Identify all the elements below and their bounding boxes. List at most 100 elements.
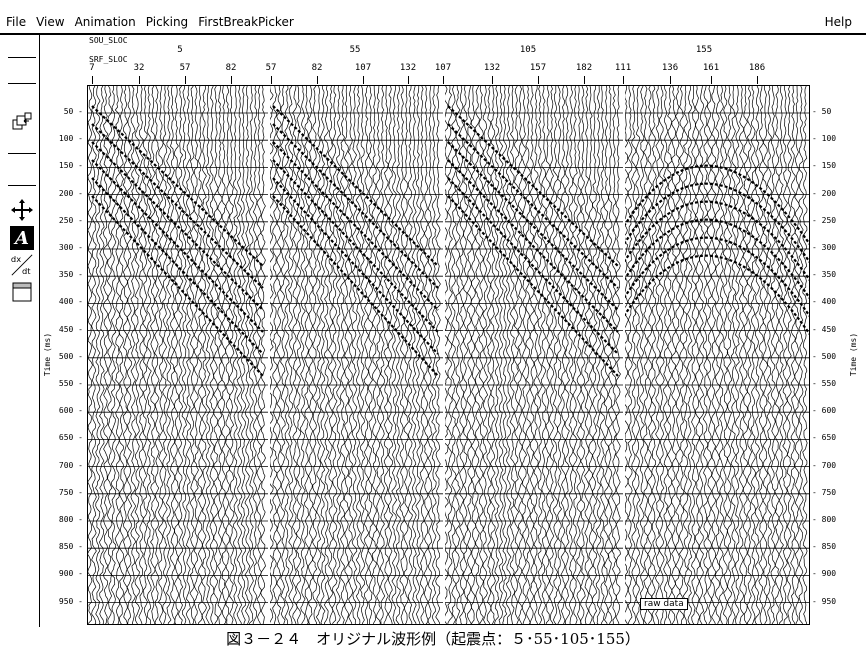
time-tick-right: - 850: [812, 542, 837, 552]
srf-tick-label: 182: [575, 63, 593, 73]
wiggle-traces: [88, 86, 809, 624]
time-tick-right: - 650: [812, 433, 837, 443]
copy-window-icon[interactable]: [10, 111, 34, 135]
time-tick-left: 650 -: [58, 433, 83, 443]
srf-tick-mark: [231, 76, 232, 84]
srf-tick-mark: [711, 76, 712, 84]
menu-picking[interactable]: Picking: [145, 15, 189, 29]
srf-tick-label: 32: [133, 63, 145, 73]
time-tick-right: - 300: [812, 243, 837, 252]
srf-tick-mark: [443, 76, 444, 84]
time-tick-left: 150 -: [58, 161, 83, 171]
annotate-a-icon[interactable]: A: [10, 226, 34, 250]
figure-caption: 図３－２４ オリジナル波形例（起震点：５･55･105･155）: [226, 630, 640, 648]
raw-data-label: raw data: [640, 598, 688, 610]
time-tick-right: - 400: [812, 297, 837, 307]
time-tick-left: 850 -: [58, 542, 83, 552]
srf-tick-mark: [492, 76, 493, 84]
srf-tick-mark: [92, 76, 93, 84]
menu-animation[interactable]: Animation: [74, 15, 136, 29]
srf-tick-mark: [538, 76, 539, 84]
srf-tick-label: 132: [399, 63, 417, 73]
time-tick-right: - 900: [812, 569, 837, 579]
separator: [8, 57, 36, 58]
svg-text:dx: dx: [11, 254, 21, 264]
menu-help[interactable]: Help: [824, 15, 852, 29]
svg-text:dt: dt: [22, 266, 31, 276]
time-tick-left: 400 -: [58, 297, 83, 307]
srf-sloc-label: SRF_SLOC: [89, 55, 128, 64]
srf-tick-label: 57: [265, 63, 277, 73]
srf-tick-label: 136: [661, 63, 679, 73]
srf-tick-label: 82: [311, 63, 323, 73]
srf-tick-mark: [584, 76, 585, 84]
sou-tick-label: 155: [695, 45, 713, 55]
sou-tick-label: 55: [349, 45, 361, 55]
time-tick-right: - 700: [812, 460, 837, 470]
dx-dt-icon[interactable]: dx dt: [10, 253, 34, 277]
time-tick-right: - 500: [812, 351, 837, 361]
time-tick-left: 950 -: [58, 596, 83, 606]
time-tick-left: 200 -: [58, 188, 83, 198]
srf-tick-mark: [185, 76, 186, 84]
time-tick-right: - 550: [812, 379, 837, 388]
srf-tick-label: 132: [483, 63, 501, 73]
time-tick-left: 700 -: [58, 460, 83, 470]
separator: [8, 83, 36, 84]
time-tick-right: - 350: [812, 270, 837, 280]
time-tick-left: 800 -: [58, 515, 83, 524]
window-icon[interactable]: [10, 280, 34, 304]
trace-header: SOU_SLOC SRF_SLOC 5 55 105 155 7 32 57 82 57 82 10…: [87, 35, 810, 85]
srf-tick-label: 186: [748, 63, 766, 73]
menu-bar: File View Animation Picking FirstBreakPi…: [0, 11, 866, 35]
time-tick-left: 350 -: [58, 270, 83, 280]
time-tick-left: 100 -: [58, 134, 83, 144]
srf-tick-mark: [623, 76, 624, 84]
srf-tick-mark: [363, 76, 364, 84]
srf-tick-label: 161: [702, 63, 720, 73]
srf-tick-label: 107: [354, 63, 372, 73]
time-axis-right: Time (ms) - 50 - 100 - 150 - 200 - 250 - 300 -…: [810, 85, 866, 625]
separator: [8, 185, 36, 186]
srf-tick-mark: [317, 76, 318, 84]
time-tick-right: - 50: [812, 107, 832, 116]
menu-firstbreakpicker[interactable]: FirstBreakPicker: [198, 15, 294, 29]
time-tick-left: 600 -: [58, 406, 83, 416]
time-tick-right: - 450: [812, 324, 837, 334]
srf-tick-mark: [271, 76, 272, 84]
time-axis-label: Time (ms): [43, 332, 53, 377]
move-icon[interactable]: [10, 198, 34, 222]
srf-tick-mark: [139, 76, 140, 84]
srf-tick-label: 82: [225, 63, 237, 73]
time-tick-right: - 800: [812, 515, 837, 524]
time-tick-left: 500 -: [58, 351, 83, 361]
time-tick-left: 550 -: [58, 379, 83, 388]
time-tick-right: - 750: [812, 487, 837, 497]
srf-tick-label: 111: [614, 63, 632, 73]
time-tick-right: - 200: [812, 188, 837, 198]
srf-tick-mark: [757, 76, 758, 84]
tool-panel: A dx dt: [0, 35, 40, 627]
srf-tick-label: 7: [89, 63, 95, 73]
time-tick-right: - 100: [812, 134, 837, 144]
time-tick-left: 250 -: [58, 215, 83, 225]
seismic-display[interactable]: [87, 85, 810, 625]
sou-tick-label: 5: [177, 45, 183, 55]
time-tick-left: 300 -: [58, 243, 83, 252]
time-tick-right: - 250: [812, 215, 837, 225]
time-tick-left: 750 -: [58, 487, 83, 497]
srf-tick-label: 57: [179, 63, 191, 73]
srf-tick-mark: [408, 76, 409, 84]
sou-sloc-label: SOU_SLOC: [89, 36, 128, 45]
time-axis-left: Time (ms) 50 - 100 - 150 - 200 - 250 - 300 - 3…: [40, 85, 87, 625]
menu-file[interactable]: File: [6, 15, 27, 29]
srf-tick-label: 157: [529, 63, 547, 73]
time-tick-left: 900 -: [58, 569, 83, 579]
time-tick-left: 450 -: [58, 324, 83, 334]
time-tick-right: - 150: [812, 161, 837, 171]
srf-tick-label: 107: [434, 63, 452, 73]
time-tick-right: - 950: [812, 596, 837, 606]
menu-view[interactable]: View: [36, 15, 65, 29]
separator: [8, 153, 36, 154]
time-tick-right: - 600: [812, 406, 837, 416]
